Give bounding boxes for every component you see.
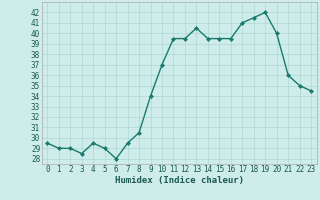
X-axis label: Humidex (Indice chaleur): Humidex (Indice chaleur) bbox=[115, 176, 244, 185]
